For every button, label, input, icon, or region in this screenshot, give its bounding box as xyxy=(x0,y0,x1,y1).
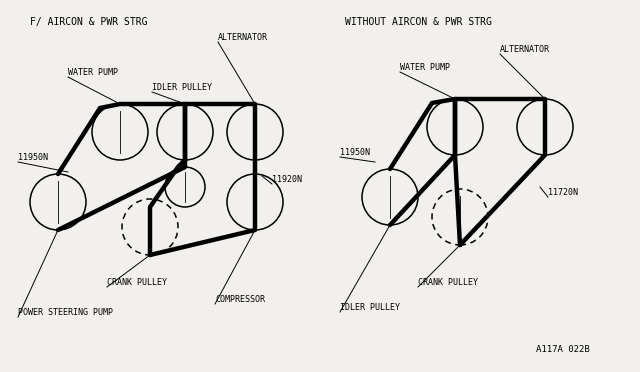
Text: 11950N: 11950N xyxy=(18,153,48,162)
Text: POWER STEERING PUMP: POWER STEERING PUMP xyxy=(18,308,113,317)
Text: CRANK PULLEY: CRANK PULLEY xyxy=(107,278,167,287)
Text: 11720N: 11720N xyxy=(548,188,578,197)
Text: WATER PUMP: WATER PUMP xyxy=(400,63,450,72)
Text: ALTERNATOR: ALTERNATOR xyxy=(218,33,268,42)
Text: A117A 022B: A117A 022B xyxy=(536,345,590,354)
Text: 11920N: 11920N xyxy=(272,175,302,184)
Text: ALTERNATOR: ALTERNATOR xyxy=(500,45,550,54)
Text: 11950N: 11950N xyxy=(340,148,370,157)
Text: IDLER PULLEY: IDLER PULLEY xyxy=(340,303,400,312)
Text: COMPRESSOR: COMPRESSOR xyxy=(215,295,265,304)
Text: F/ AIRCON & PWR STRG: F/ AIRCON & PWR STRG xyxy=(30,17,147,27)
Text: IDLER PULLEY: IDLER PULLEY xyxy=(152,83,212,92)
Text: CRANK PULLEY: CRANK PULLEY xyxy=(418,278,478,287)
Text: WITHOUT AIRCON & PWR STRG: WITHOUT AIRCON & PWR STRG xyxy=(345,17,492,27)
Text: WATER PUMP: WATER PUMP xyxy=(68,68,118,77)
